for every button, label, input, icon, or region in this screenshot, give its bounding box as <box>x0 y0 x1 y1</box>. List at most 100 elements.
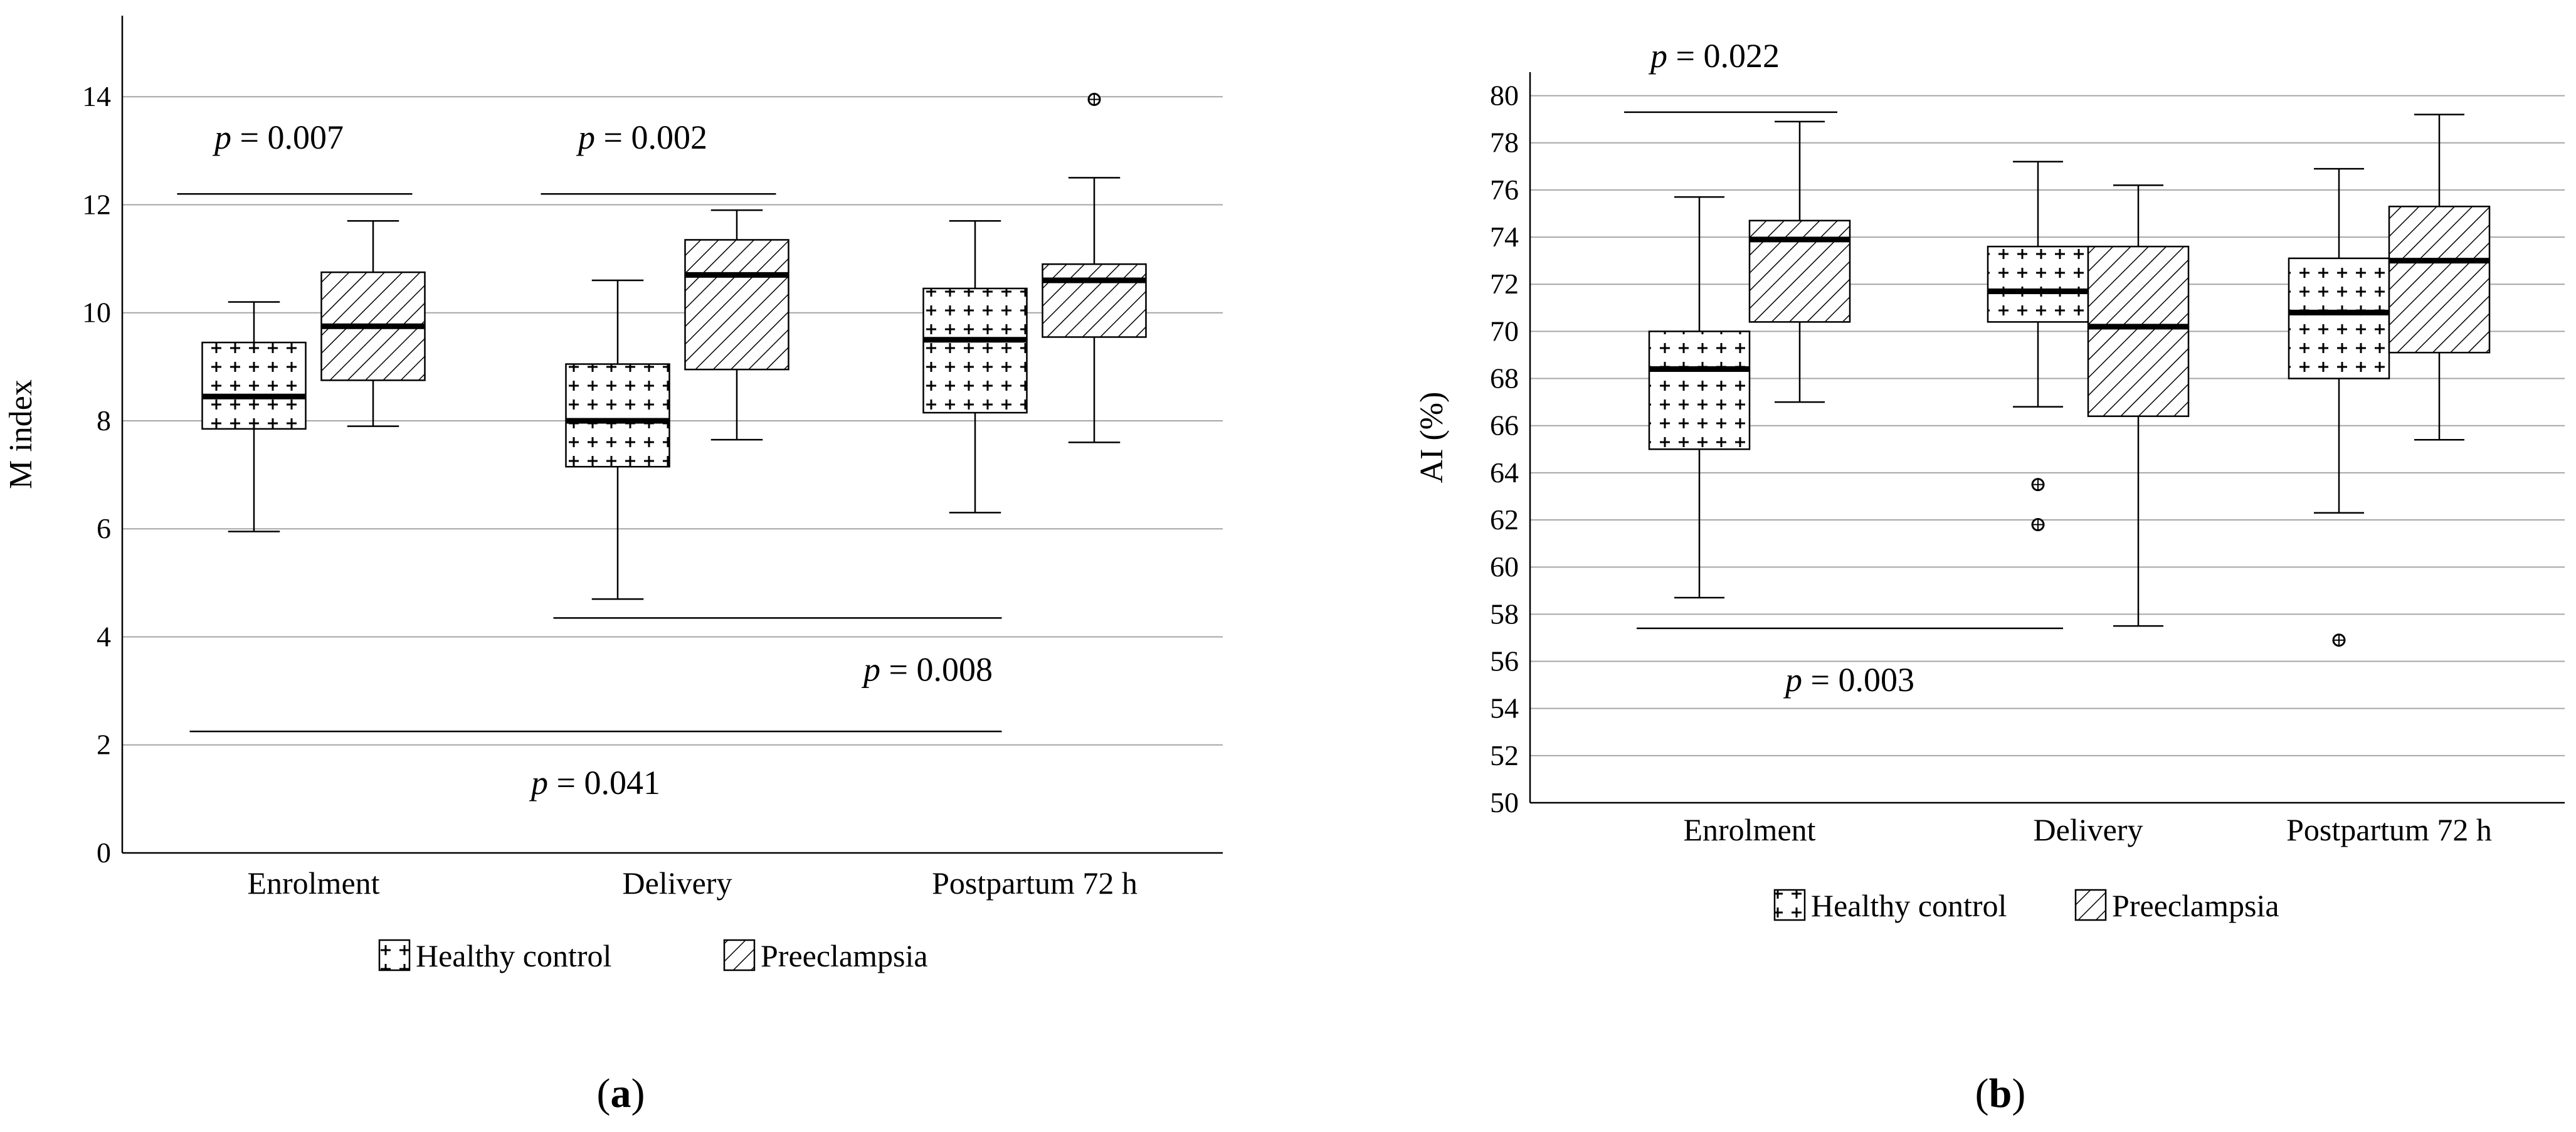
legend-label: Healthy control <box>416 938 611 973</box>
p-value-label: p = 0.008 <box>861 650 993 688</box>
box-preeclampsia-enrolment <box>1748 120 1851 403</box>
y-tick-label: 50 <box>1490 786 1519 818</box>
legend-swatch <box>378 939 411 971</box>
significance-annotation: p = 0.041 <box>189 730 1002 801</box>
box-preeclampsia-enrolment <box>320 220 426 427</box>
y-tick-label: 12 <box>82 188 111 220</box>
panel-label-part: ( <box>597 1071 611 1116</box>
box-iqr <box>684 239 789 371</box>
significance-annotation: p = 0.022 <box>1624 37 1837 114</box>
panel-label-part: a <box>611 1071 631 1116</box>
significance-annotation: p = 0.008 <box>553 617 1002 688</box>
panel-label-part: ) <box>2012 1071 2025 1116</box>
p-symbol: p <box>576 119 595 156</box>
p-value-label: p = 0.003 <box>1783 661 1914 699</box>
legend-item-preeclampsia: Preeclampsia <box>2074 888 2279 923</box>
box-healthy-control-postpartum-72-h <box>922 220 1028 514</box>
significance-annotation: p = 0.002 <box>541 119 776 195</box>
p-symbol: p <box>861 650 880 688</box>
panel-label: (b) <box>1975 1071 2026 1116</box>
x-tick-label: Postpartum 72 h <box>2286 812 2492 847</box>
panel-label-part: ( <box>1975 1071 1989 1116</box>
y-tick-label: 78 <box>1490 127 1519 159</box>
box-iqr <box>1748 220 1851 323</box>
box-healthy-control-enrolment <box>201 301 307 532</box>
p-value-label: p = 0.007 <box>212 119 344 156</box>
box-iqr <box>1042 263 1147 338</box>
panel-label-part: ) <box>631 1071 645 1116</box>
y-tick-label: 8 <box>97 405 111 436</box>
panel-label-part: b <box>1989 1071 2012 1116</box>
p-value-label: p = 0.041 <box>529 764 660 801</box>
y-tick-label: 6 <box>97 512 111 544</box>
box-iqr <box>201 341 307 430</box>
y-tick-label: 14 <box>82 80 111 112</box>
box-iqr <box>1987 245 2089 323</box>
box-iqr <box>565 363 670 468</box>
box-preeclampsia-postpartum-72-h <box>1042 93 1147 443</box>
y-tick-label: 2 <box>97 729 111 761</box>
box-iqr <box>2388 205 2491 354</box>
legend-item-preeclampsia: Preeclampsia <box>723 938 928 973</box>
y-tick-label: 58 <box>1490 598 1519 630</box>
y-axis-label: AI (%) <box>1414 392 1450 484</box>
p-symbol: p <box>1648 37 1667 75</box>
p-value-text: = 0.003 <box>1802 661 1914 699</box>
x-tick-label: Enrolment <box>1683 812 1815 847</box>
box-preeclampsia-delivery <box>684 209 789 441</box>
p-value-text: = 0.022 <box>1667 37 1780 75</box>
legend-label: Preeclampsia <box>2112 888 2279 923</box>
box-iqr <box>2288 257 2390 379</box>
panel-b: 50 52 54 56 58 60 62 64 66 68 70 72 74 76 78 80 AI (%) En… <box>1414 37 2565 1116</box>
p-value-text: = 0.008 <box>880 650 993 688</box>
y-tick-label: 68 <box>1490 362 1519 394</box>
box-iqr <box>1648 331 1751 450</box>
y-axis-label: M index <box>3 379 39 489</box>
panel-label: (a) <box>597 1071 645 1116</box>
panel-a: 0 2 4 6 8 10 12 14 M index Enrolment Delivery Postp… <box>3 16 1223 1116</box>
y-tick-label: 60 <box>1490 551 1519 583</box>
y-tick-label: 10 <box>82 297 111 329</box>
y-tick-label: 52 <box>1490 739 1519 771</box>
legend-swatch <box>2074 889 2107 921</box>
x-tick-label: Delivery <box>623 865 732 901</box>
p-symbol: p <box>1783 661 1802 699</box>
p-value-label: p = 0.002 <box>576 119 707 156</box>
y-tick-label: 76 <box>1490 174 1519 206</box>
legend-label: Healthy control <box>1811 888 2007 923</box>
y-tick-label: 80 <box>1490 80 1519 112</box>
p-value-label: p = 0.022 <box>1648 37 1780 75</box>
y-tick-label: 62 <box>1490 504 1519 536</box>
x-tick-label: Enrolment <box>247 865 379 901</box>
box-healthy-control-delivery <box>1987 161 2089 532</box>
y-tick-label: 56 <box>1490 645 1519 677</box>
p-value-text: = 0.007 <box>231 119 344 156</box>
y-tick-label: 0 <box>97 837 111 869</box>
significance-annotation: p = 0.003 <box>1637 627 2063 699</box>
legend-swatch <box>723 939 756 971</box>
p-value-text: = 0.041 <box>548 764 660 801</box>
box-healthy-control-delivery <box>565 279 670 600</box>
box-healthy-control-postpartum-72-h <box>2288 167 2390 647</box>
y-tick-label: 54 <box>1490 692 1519 724</box>
p-symbol: p <box>529 764 548 801</box>
y-tick-label: 72 <box>1490 268 1519 300</box>
box-iqr <box>2087 245 2190 417</box>
legend-swatch <box>1773 889 1806 921</box>
box-preeclampsia-postpartum-72-h <box>2388 114 2491 441</box>
y-tick-label: 64 <box>1490 457 1519 489</box>
x-tick-label: Postpartum 72 h <box>932 865 1138 901</box>
box-preeclampsia-delivery <box>2087 184 2190 627</box>
significance-annotation: p = 0.007 <box>177 119 413 195</box>
y-tick-label: 4 <box>97 620 111 652</box>
legend-item-healthy-control: Healthy control <box>378 938 611 973</box>
p-value-text: = 0.002 <box>595 119 707 156</box>
y-tick-label: 66 <box>1490 410 1519 442</box>
y-tick-label: 74 <box>1490 221 1519 253</box>
box-iqr <box>922 287 1028 414</box>
box-healthy-control-enrolment <box>1648 196 1751 599</box>
x-tick-label: Delivery <box>2034 812 2143 847</box>
legend-item-healthy-control: Healthy control <box>1773 888 2007 923</box>
